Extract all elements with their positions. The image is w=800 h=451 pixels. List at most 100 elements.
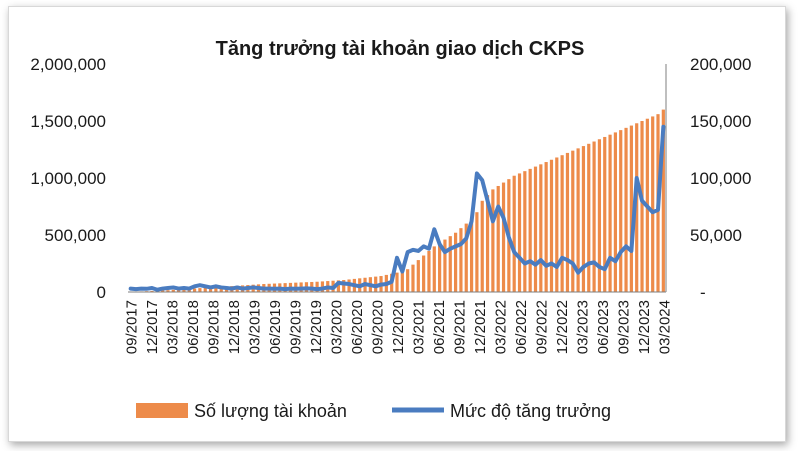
right-axis: 200,000 150,000 100,000 50,000 - [690, 55, 751, 302]
bar [411, 264, 415, 292]
x-tick-label: 06/2021 [431, 300, 448, 354]
x-tick-label: 12/2022 [554, 300, 571, 354]
bar [587, 143, 591, 292]
line-series [128, 124, 666, 292]
x-tick-label: 06/2022 [513, 300, 530, 354]
bar [454, 232, 458, 292]
x-tick-label: 09/2018 [206, 300, 223, 354]
bar [624, 127, 628, 292]
bar [560, 155, 564, 292]
bar [464, 223, 468, 292]
x-tick-label: 09/2019 [288, 300, 305, 354]
bar [635, 123, 639, 292]
bar [150, 290, 154, 292]
x-tick-label: 03/2022 [492, 300, 509, 354]
left-tick-label: 1,000,000 [30, 169, 106, 188]
legend-bar-swatch [136, 403, 188, 418]
x-tick-label: 09/2021 [451, 300, 468, 354]
bar [336, 280, 341, 292]
bar [171, 289, 175, 292]
bar [480, 200, 484, 292]
bar [528, 168, 532, 292]
x-tick-label: 03/2021 [410, 300, 427, 354]
bar [539, 164, 543, 292]
bar [576, 148, 580, 292]
x-tick-label: 09/2023 [615, 300, 632, 354]
bar [177, 289, 181, 292]
bar [544, 162, 548, 292]
bar [512, 175, 516, 292]
bar [198, 288, 202, 292]
x-tick-label: 09/2022 [533, 300, 550, 354]
bar [443, 239, 447, 292]
bar [485, 195, 490, 292]
x-tick-label: 03/2020 [329, 300, 346, 354]
x-tick-label: 06/2018 [185, 300, 202, 354]
bar [496, 185, 500, 292]
bar [459, 228, 463, 292]
bar [565, 152, 570, 292]
bar [549, 159, 554, 292]
bar [629, 125, 633, 292]
bar [208, 287, 213, 292]
bar [416, 260, 420, 292]
legend-line-label: Mức độ tăng trưởng [450, 401, 611, 421]
x-tick-label: 03/2018 [165, 300, 182, 354]
legend: Số lượng tài khoản Mức độ tăng trưởng [136, 401, 611, 421]
bar [203, 287, 207, 292]
axis-lines [128, 64, 667, 293]
bar [613, 132, 617, 292]
left-tick-label: 2,000,000 [30, 55, 106, 74]
bar [427, 250, 431, 292]
left-tick-label: 1,500,000 [30, 112, 106, 131]
bar [432, 246, 436, 292]
bar [555, 157, 559, 292]
bar [406, 269, 410, 292]
x-tick-label: 06/2020 [349, 300, 366, 354]
bar [422, 255, 426, 292]
bar [161, 290, 165, 292]
bar [592, 141, 596, 292]
bar [395, 272, 399, 292]
bar [597, 139, 602, 292]
bar [192, 288, 197, 292]
x-tick-label: 12/2023 [636, 300, 653, 354]
bar [315, 281, 319, 292]
bar [523, 171, 527, 292]
bar [517, 173, 522, 292]
left-axis: 2,000,000 1,500,000 1,000,000 500,000 0 [30, 55, 106, 302]
x-tick-label: 12/2017 [144, 300, 161, 354]
bar [438, 242, 442, 292]
x-tick-label: 09/2017 [124, 300, 141, 354]
growth-line [128, 124, 666, 292]
bar [533, 166, 538, 292]
bar [448, 236, 452, 292]
x-tick-label: 12/2021 [472, 300, 489, 354]
left-tick-label: 500,000 [45, 226, 106, 245]
x-tick-label: 03/2024 [656, 300, 673, 354]
chart-frame [8, 6, 786, 442]
bar [640, 121, 644, 292]
x-tick-label: 03/2023 [574, 300, 591, 354]
bar [475, 212, 479, 292]
bar [619, 130, 623, 292]
bar [342, 280, 346, 292]
bar [603, 136, 607, 292]
x-tick-label: 09/2020 [370, 300, 387, 354]
x-tick-label: 12/2020 [390, 300, 407, 354]
bar [214, 287, 218, 292]
bar [166, 290, 170, 292]
x-tick-label: 12/2019 [308, 300, 325, 354]
x-tick-label: 03/2019 [247, 300, 264, 354]
bar [400, 271, 404, 292]
x-tick-label: 06/2019 [267, 300, 284, 354]
x-tick-label: 12/2018 [226, 300, 243, 354]
right-tick-label: 100,000 [690, 169, 751, 188]
bar [501, 182, 506, 292]
chart-title: Tăng trưởng tài khoản giao dịch CKPS [216, 38, 585, 60]
bar [182, 289, 186, 292]
right-tick-label: - [700, 283, 706, 302]
left-tick-label: 0 [97, 283, 106, 302]
bar [491, 189, 495, 292]
